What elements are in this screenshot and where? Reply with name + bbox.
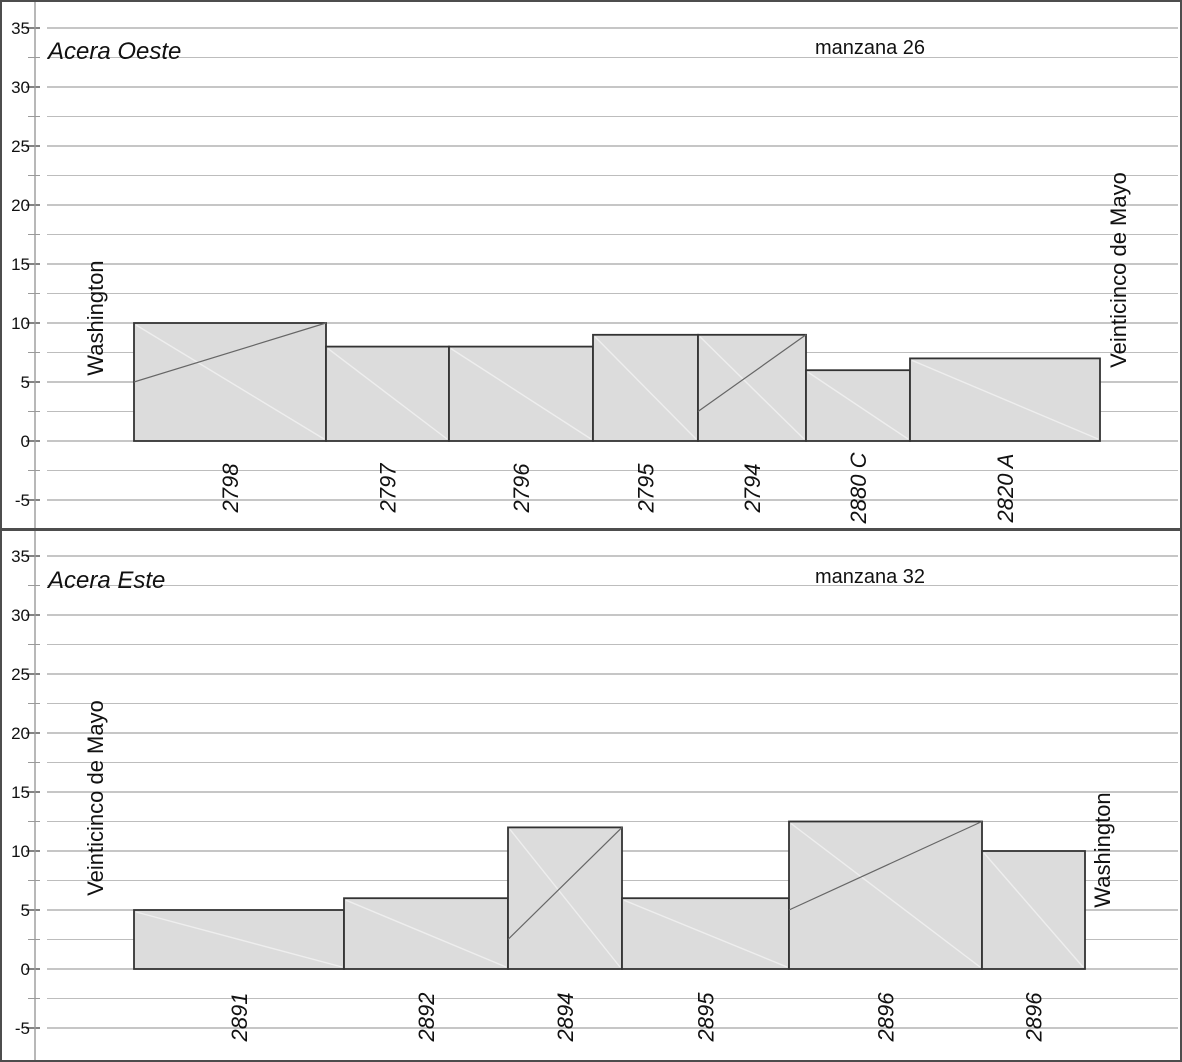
y-tick-label: 5	[21, 373, 30, 392]
y-tick-label: 20	[11, 724, 30, 743]
sheen-diagonal	[594, 336, 697, 440]
y-tick-label: 15	[11, 255, 30, 274]
sheen-diagonal	[345, 899, 507, 968]
y-tick-label: 35	[11, 19, 30, 38]
y-tick-label: 10	[11, 842, 30, 861]
left-street-label: Washington	[83, 260, 108, 375]
sheen-diagonal	[623, 899, 788, 968]
panel-acera-oeste: 35 30 25 20 15 10 5 0 -5 2798 2797 2796 2795 2794 2880…	[2, 2, 1180, 531]
y-tick-label: 10	[11, 314, 30, 333]
block-number-label: manzana 32	[815, 566, 925, 588]
sheen-diagonal	[509, 828, 621, 968]
sheen-diagonal	[450, 348, 592, 440]
y-tick-label: 5	[21, 901, 30, 920]
parcel-number-label: 2797	[376, 463, 401, 514]
parcel-number-label: 2892	[414, 993, 439, 1043]
y-tick-label: 0	[21, 960, 30, 979]
parcel-number-label: 2798	[218, 463, 243, 514]
sheen-diagonal	[699, 336, 805, 440]
chart-acera-oeste: 35 30 25 20 15 10 5 0 -5 2798 2797 2796 2795 2794 2880…	[11, 2, 1178, 528]
block-number-label: manzana 26	[815, 37, 925, 59]
sheen-diagonal	[135, 911, 343, 968]
y-tick-label: 15	[11, 783, 30, 802]
y-tick-label: -5	[15, 491, 30, 510]
y-tick-label: 30	[11, 78, 30, 97]
y-tick-label: 0	[21, 432, 30, 451]
y-tick-label: 25	[11, 665, 30, 684]
parcel-number-label: 2820 A	[993, 454, 1018, 524]
roof-slope-line	[507, 826, 623, 940]
chart-acera-este: 35 30 25 20 15 10 5 0 -5 2891 2892 2894 2895 2896 2896…	[11, 531, 1178, 1060]
roof-slope-line	[697, 334, 807, 412]
sheen-diagonal	[911, 359, 1099, 440]
sheen-diagonal	[135, 324, 325, 440]
parcel-number-label: 2896	[1022, 992, 1047, 1043]
sheen-diagonal	[790, 822, 981, 968]
panel-acera-este: 35 30 25 20 15 10 5 0 -5 2891 2892 2894 2895 2896 2896…	[2, 531, 1180, 1060]
sheen-diagonal	[327, 348, 448, 440]
right-street-label: Washington	[1090, 792, 1115, 907]
sheen-diagonal	[807, 371, 909, 440]
parcel-number-label: 2891	[227, 993, 252, 1043]
parcel-number-label: 2796	[509, 463, 534, 514]
y-tick-label: 30	[11, 606, 30, 625]
roof-slope-line	[133, 322, 327, 383]
parcel-number-label: 2896	[874, 992, 899, 1043]
parcel-number-label: 2794	[740, 464, 765, 514]
left-street-label: Veinticinco de Mayo	[83, 700, 108, 896]
y-tick-label: 35	[11, 547, 30, 566]
right-street-label: Veinticinco de Mayo	[1106, 172, 1131, 368]
parcel-number-label: 2795	[634, 463, 659, 514]
parcel-number-label: 2895	[694, 992, 719, 1043]
y-tick-label: 25	[11, 137, 30, 156]
y-tick-label: 20	[11, 196, 30, 215]
parcel-number-label: 2880 C	[846, 452, 871, 524]
panel-title: Acera Oeste	[46, 38, 181, 65]
building-block	[909, 357, 1101, 442]
parcel-number-label: 2894	[553, 993, 578, 1043]
y-tick-label: -5	[15, 1019, 30, 1038]
roof-slope-line	[788, 820, 983, 911]
sheen-diagonal	[983, 852, 1084, 968]
panel-title: Acera Este	[46, 567, 165, 594]
